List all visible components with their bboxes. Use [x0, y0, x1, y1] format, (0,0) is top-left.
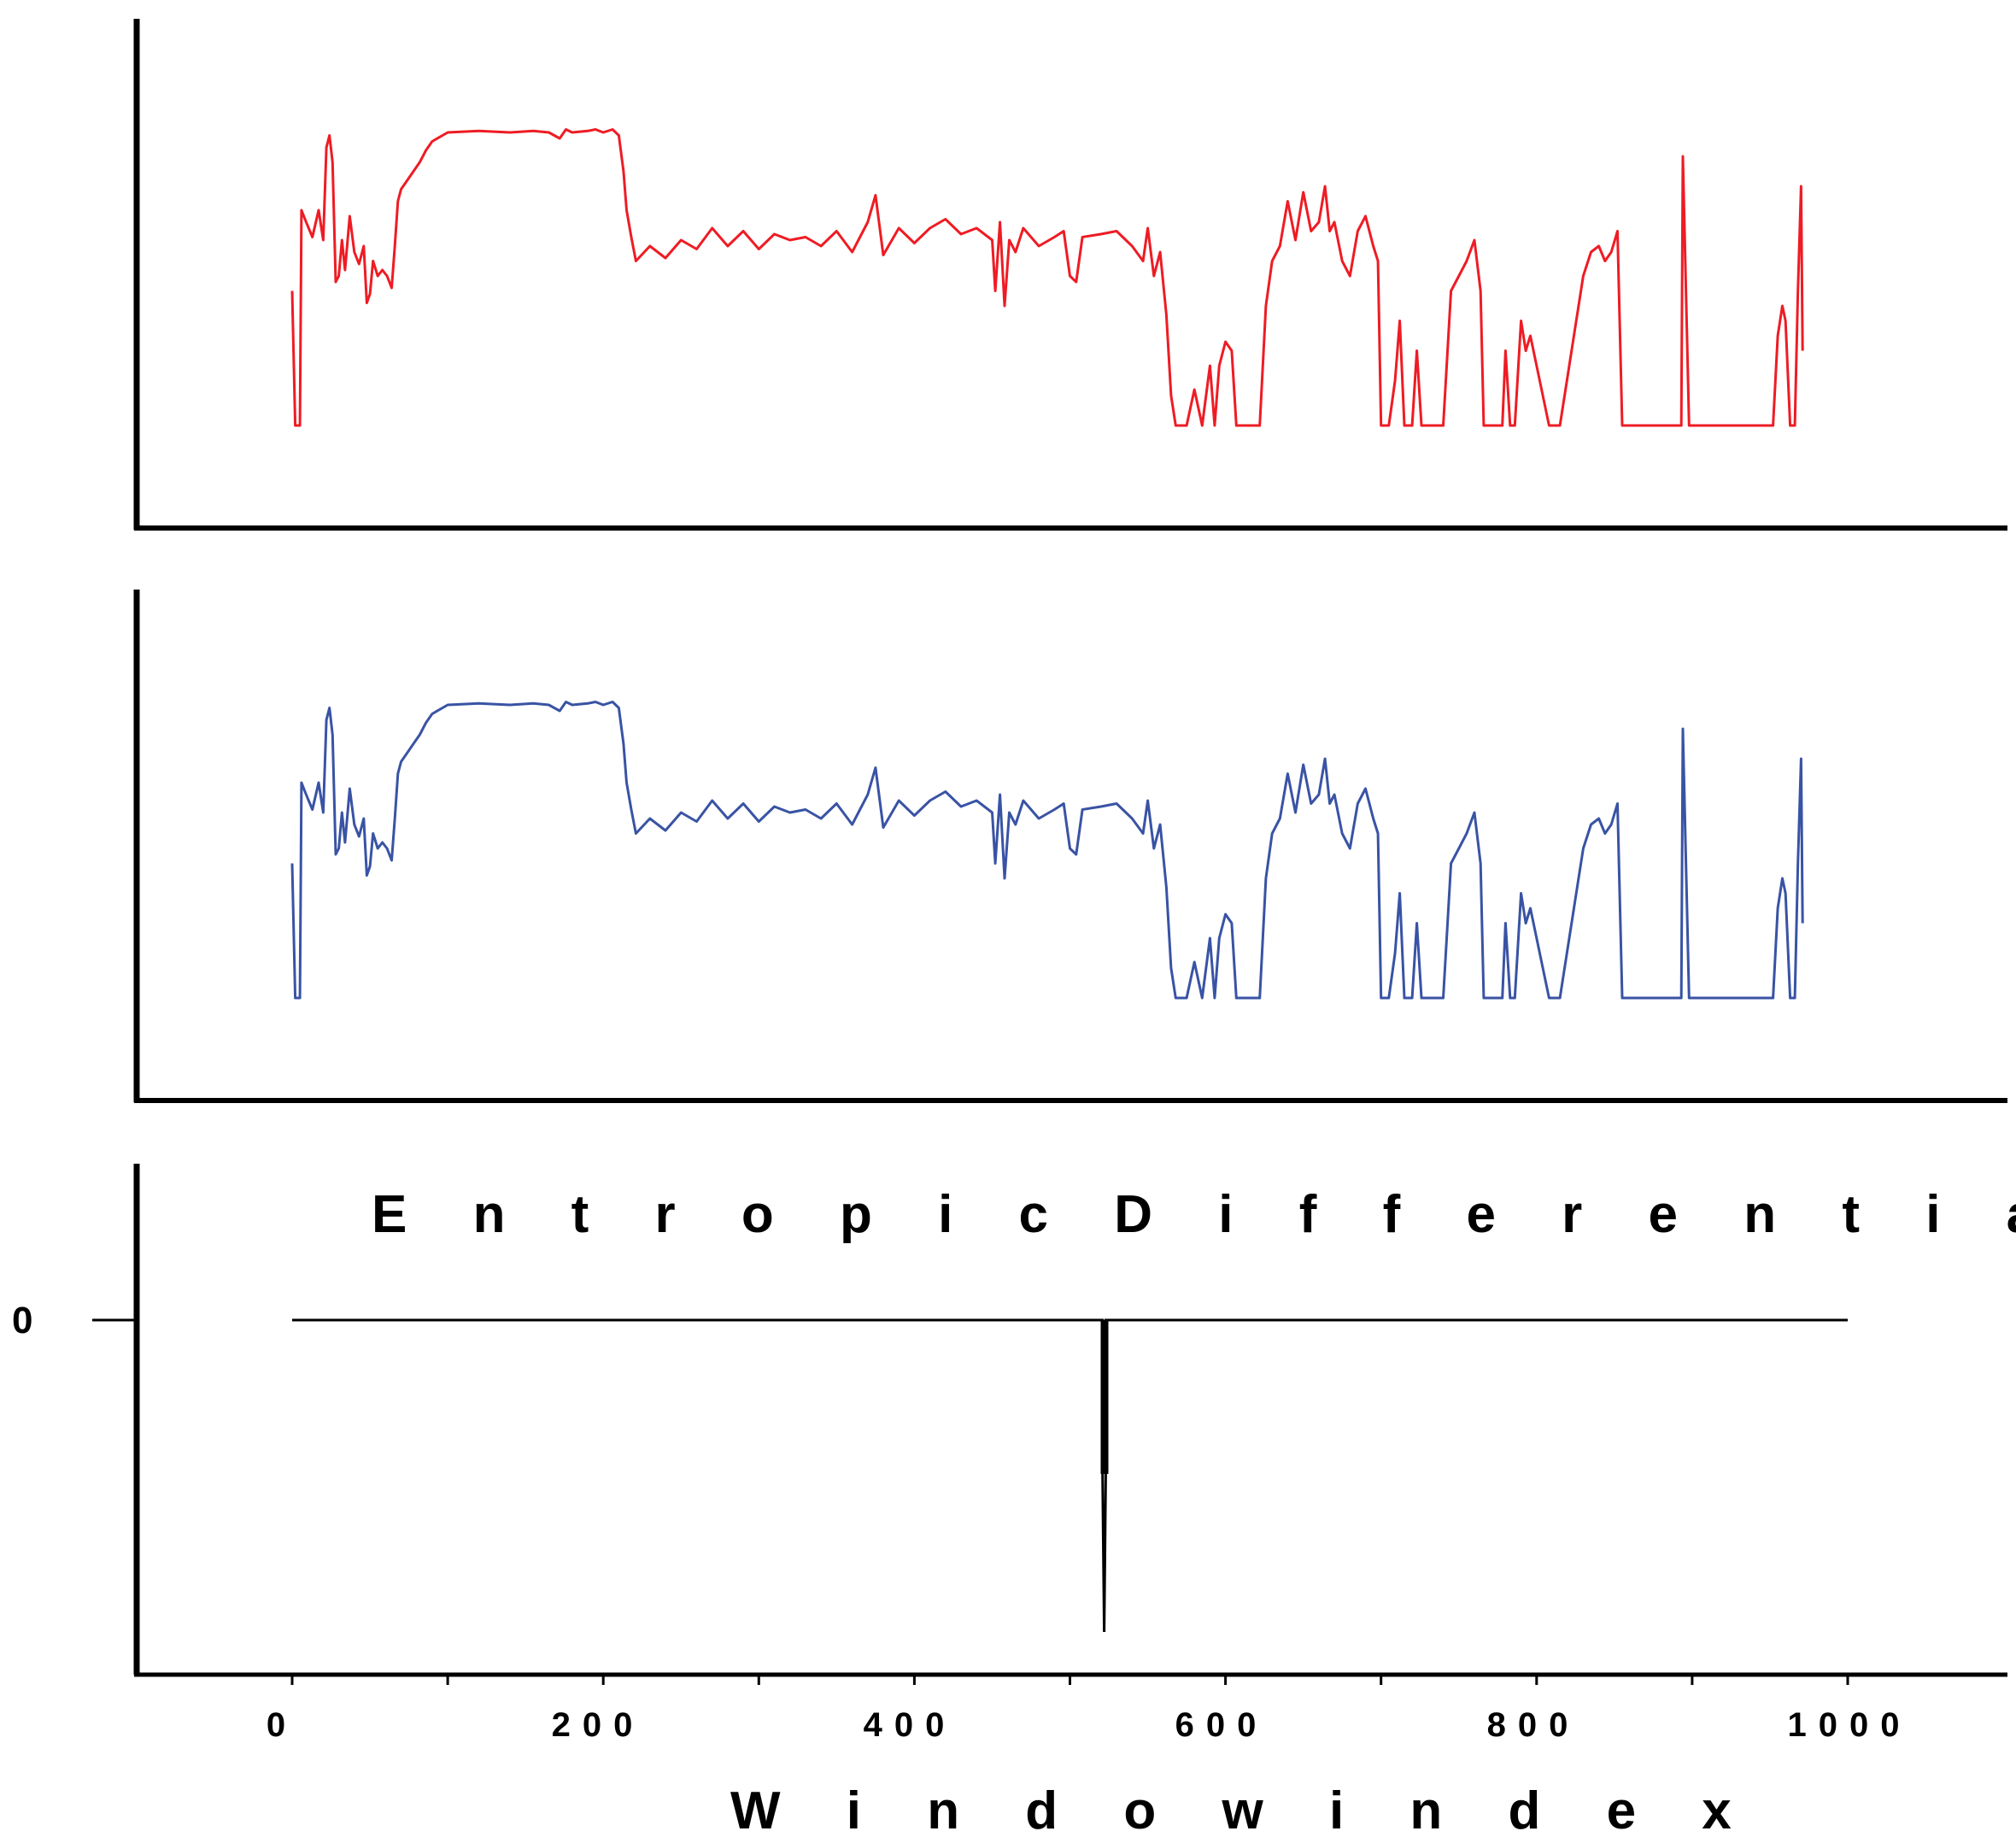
x-tick-label-1000: 1000 [1788, 1706, 1912, 1744]
x-tick-label-800: 800 [1487, 1706, 1580, 1744]
x-tick-label-0: 0 [267, 1706, 297, 1744]
x-axis-label: W i n d o w i n d e x [730, 1781, 1757, 1837]
bottom-series-line [292, 1318, 1848, 1633]
middle-series-line [290, 701, 1804, 1000]
ytick-label-zero: 0 [12, 1300, 32, 1341]
panel-title: E n t r o p i c D i f f e r e n t i a l … [372, 1185, 2016, 1244]
x-ticks [290, 1675, 1849, 1685]
top-series-line [290, 128, 1804, 427]
x-tick-label-600: 600 [1175, 1706, 1269, 1744]
x-tick-labels: 0 200 400 600 800 1000 [267, 1706, 1912, 1744]
x-tick-label-200: 200 [552, 1706, 645, 1744]
x-tick-label-400: 400 [864, 1706, 957, 1744]
